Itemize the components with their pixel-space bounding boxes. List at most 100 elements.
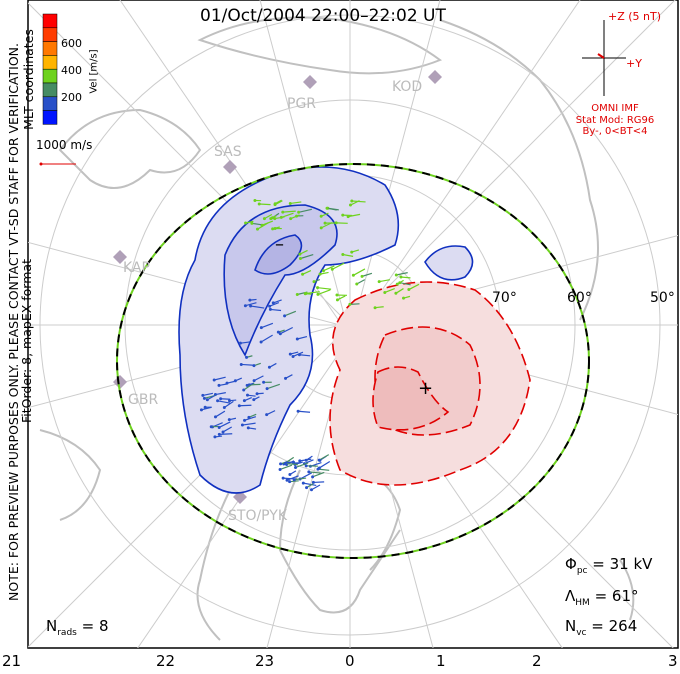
- velocity-vector: [323, 265, 335, 272]
- latitude-label-70: 70°: [492, 290, 517, 306]
- velocity-vector-origin: [301, 481, 305, 485]
- velocity-vector-origin: [205, 398, 209, 402]
- velocity-vector-origin: [335, 298, 339, 302]
- colorbar-tick: 200: [61, 91, 82, 104]
- imf-y-label: +Y: [626, 57, 642, 70]
- velocity-vector-origin: [260, 223, 264, 227]
- velocity-vector: [298, 410, 311, 413]
- side-note: NOTE: FOR PREVIEW PURPOSES ONLY. PLEASE …: [6, 43, 34, 601]
- velocity-vector: [302, 270, 312, 275]
- velocity-vector-origin: [227, 418, 231, 422]
- positive-convection-cell: [329, 281, 531, 486]
- velocity-vector-origin: [222, 406, 226, 410]
- latitude-label-50: 50°: [650, 290, 675, 306]
- velocity-vector-origin: [294, 465, 298, 469]
- potential-max-marker: +: [418, 378, 433, 399]
- velocity-vector-origin: [292, 478, 296, 482]
- velocity-vector-origin: [297, 210, 301, 214]
- velocity-vector-origin: [295, 337, 299, 341]
- velocity-vector-origin: [335, 293, 339, 297]
- velocity-vector-origin: [288, 480, 292, 484]
- velocity-vector-origin: [243, 304, 247, 308]
- velocity-vector-origin: [269, 217, 273, 221]
- mlt-tick: 22: [156, 652, 176, 670]
- velocity-vector: [284, 310, 297, 317]
- velocity-vector: [317, 287, 332, 290]
- velocity-vector-origin: [319, 214, 323, 218]
- velocity-vector-origin: [319, 226, 323, 230]
- velocity-vector: [217, 400, 231, 404]
- colorbar-swatch: [42, 110, 58, 125]
- velocity-vector-origin: [276, 330, 280, 334]
- velocity-vector-origin: [242, 388, 246, 392]
- velocity-vector-origin: [273, 217, 277, 221]
- hm-boundary-latitude: ΛHM = 61°: [565, 587, 639, 608]
- velocity-vector: [295, 462, 309, 469]
- velocity-vector: [261, 322, 274, 329]
- radar-label-kod: KOD: [392, 79, 423, 95]
- velocity-vector-origin: [219, 397, 223, 401]
- velocity-vector: [201, 406, 212, 411]
- velocity-vector: [299, 354, 311, 357]
- velocity-vector-origin: [249, 304, 253, 308]
- colorbar-swatch: [42, 55, 58, 70]
- velocity-vector-origin: [317, 466, 321, 470]
- velocity-vector-origin: [281, 476, 285, 480]
- radar-label-pgr: PGR: [287, 96, 317, 112]
- latitude-label-60: 60°: [567, 290, 592, 306]
- velocity-vector: [224, 400, 234, 409]
- colorbar-swatch: [42, 41, 58, 56]
- velocity-vector: [289, 480, 299, 483]
- velocity-vector-origin: [217, 425, 221, 429]
- velocity-vector-origin: [330, 267, 334, 271]
- mlt-tick: 3: [668, 652, 678, 670]
- velocity-vector: [294, 477, 307, 481]
- velocity-vector: [259, 203, 271, 206]
- velocity-vector-origin: [268, 307, 272, 311]
- velocity-vector-origin: [377, 280, 381, 284]
- velocity-vector-origin: [217, 432, 221, 436]
- colorbar-swatch: [42, 27, 58, 42]
- velocity-vector-origin: [407, 288, 411, 292]
- velocity-vector-origin: [350, 199, 354, 203]
- velocity-vector-origin: [348, 203, 352, 207]
- velocity-vector: [356, 279, 366, 285]
- velocity-vector-origin: [395, 282, 399, 286]
- radar-label-kap: KAP: [123, 260, 150, 276]
- velocity-vector: [285, 462, 298, 466]
- velocity-vector-origin: [238, 341, 242, 345]
- nrads-stat: Nrads = 8: [46, 617, 109, 638]
- velocity-vector-origin: [268, 304, 272, 308]
- velocity-vector-origin: [298, 256, 302, 260]
- velocity-vector-origin: [265, 413, 269, 417]
- stat-model: Stat Mod: RG96: [575, 115, 655, 126]
- coordinate-system: MLT coordinates: [20, 29, 36, 130]
- velocity-vector: [220, 398, 231, 400]
- radar-label-gbr: GBR: [128, 392, 159, 408]
- velocity-vector: [400, 276, 411, 279]
- reference-vector-label: 1000 m/s: [36, 138, 93, 152]
- velocity-vector: [384, 287, 395, 294]
- velocity-vector: [304, 459, 314, 465]
- velocity-vector-origin: [273, 203, 277, 207]
- velocity-vector-origin: [213, 435, 217, 439]
- velocity-vector: [408, 283, 420, 291]
- velocity-vector-origin: [307, 470, 311, 474]
- velocity-vector-origin: [341, 213, 345, 217]
- velocity-vector-origin: [252, 398, 256, 402]
- velocity-vector-origin: [245, 383, 249, 387]
- velocity-vector-origin: [221, 430, 225, 434]
- velocity-vector: [396, 272, 408, 276]
- velocity-vector-origin: [252, 379, 256, 383]
- velocity-vector: [303, 482, 317, 487]
- velocity-vector: [290, 214, 300, 220]
- velocity-vector-origin: [325, 206, 329, 210]
- velocity-vector-origin: [228, 399, 232, 403]
- velocity-vector-origin: [318, 272, 322, 276]
- heppner-maynard-boundary: [116, 163, 590, 559]
- velocity-vector-origin: [246, 393, 250, 397]
- velocity-vector: [242, 422, 256, 426]
- velocity-vector: [282, 210, 296, 213]
- colorbar-tick: 400: [61, 64, 82, 77]
- velocity-vector: [318, 454, 330, 461]
